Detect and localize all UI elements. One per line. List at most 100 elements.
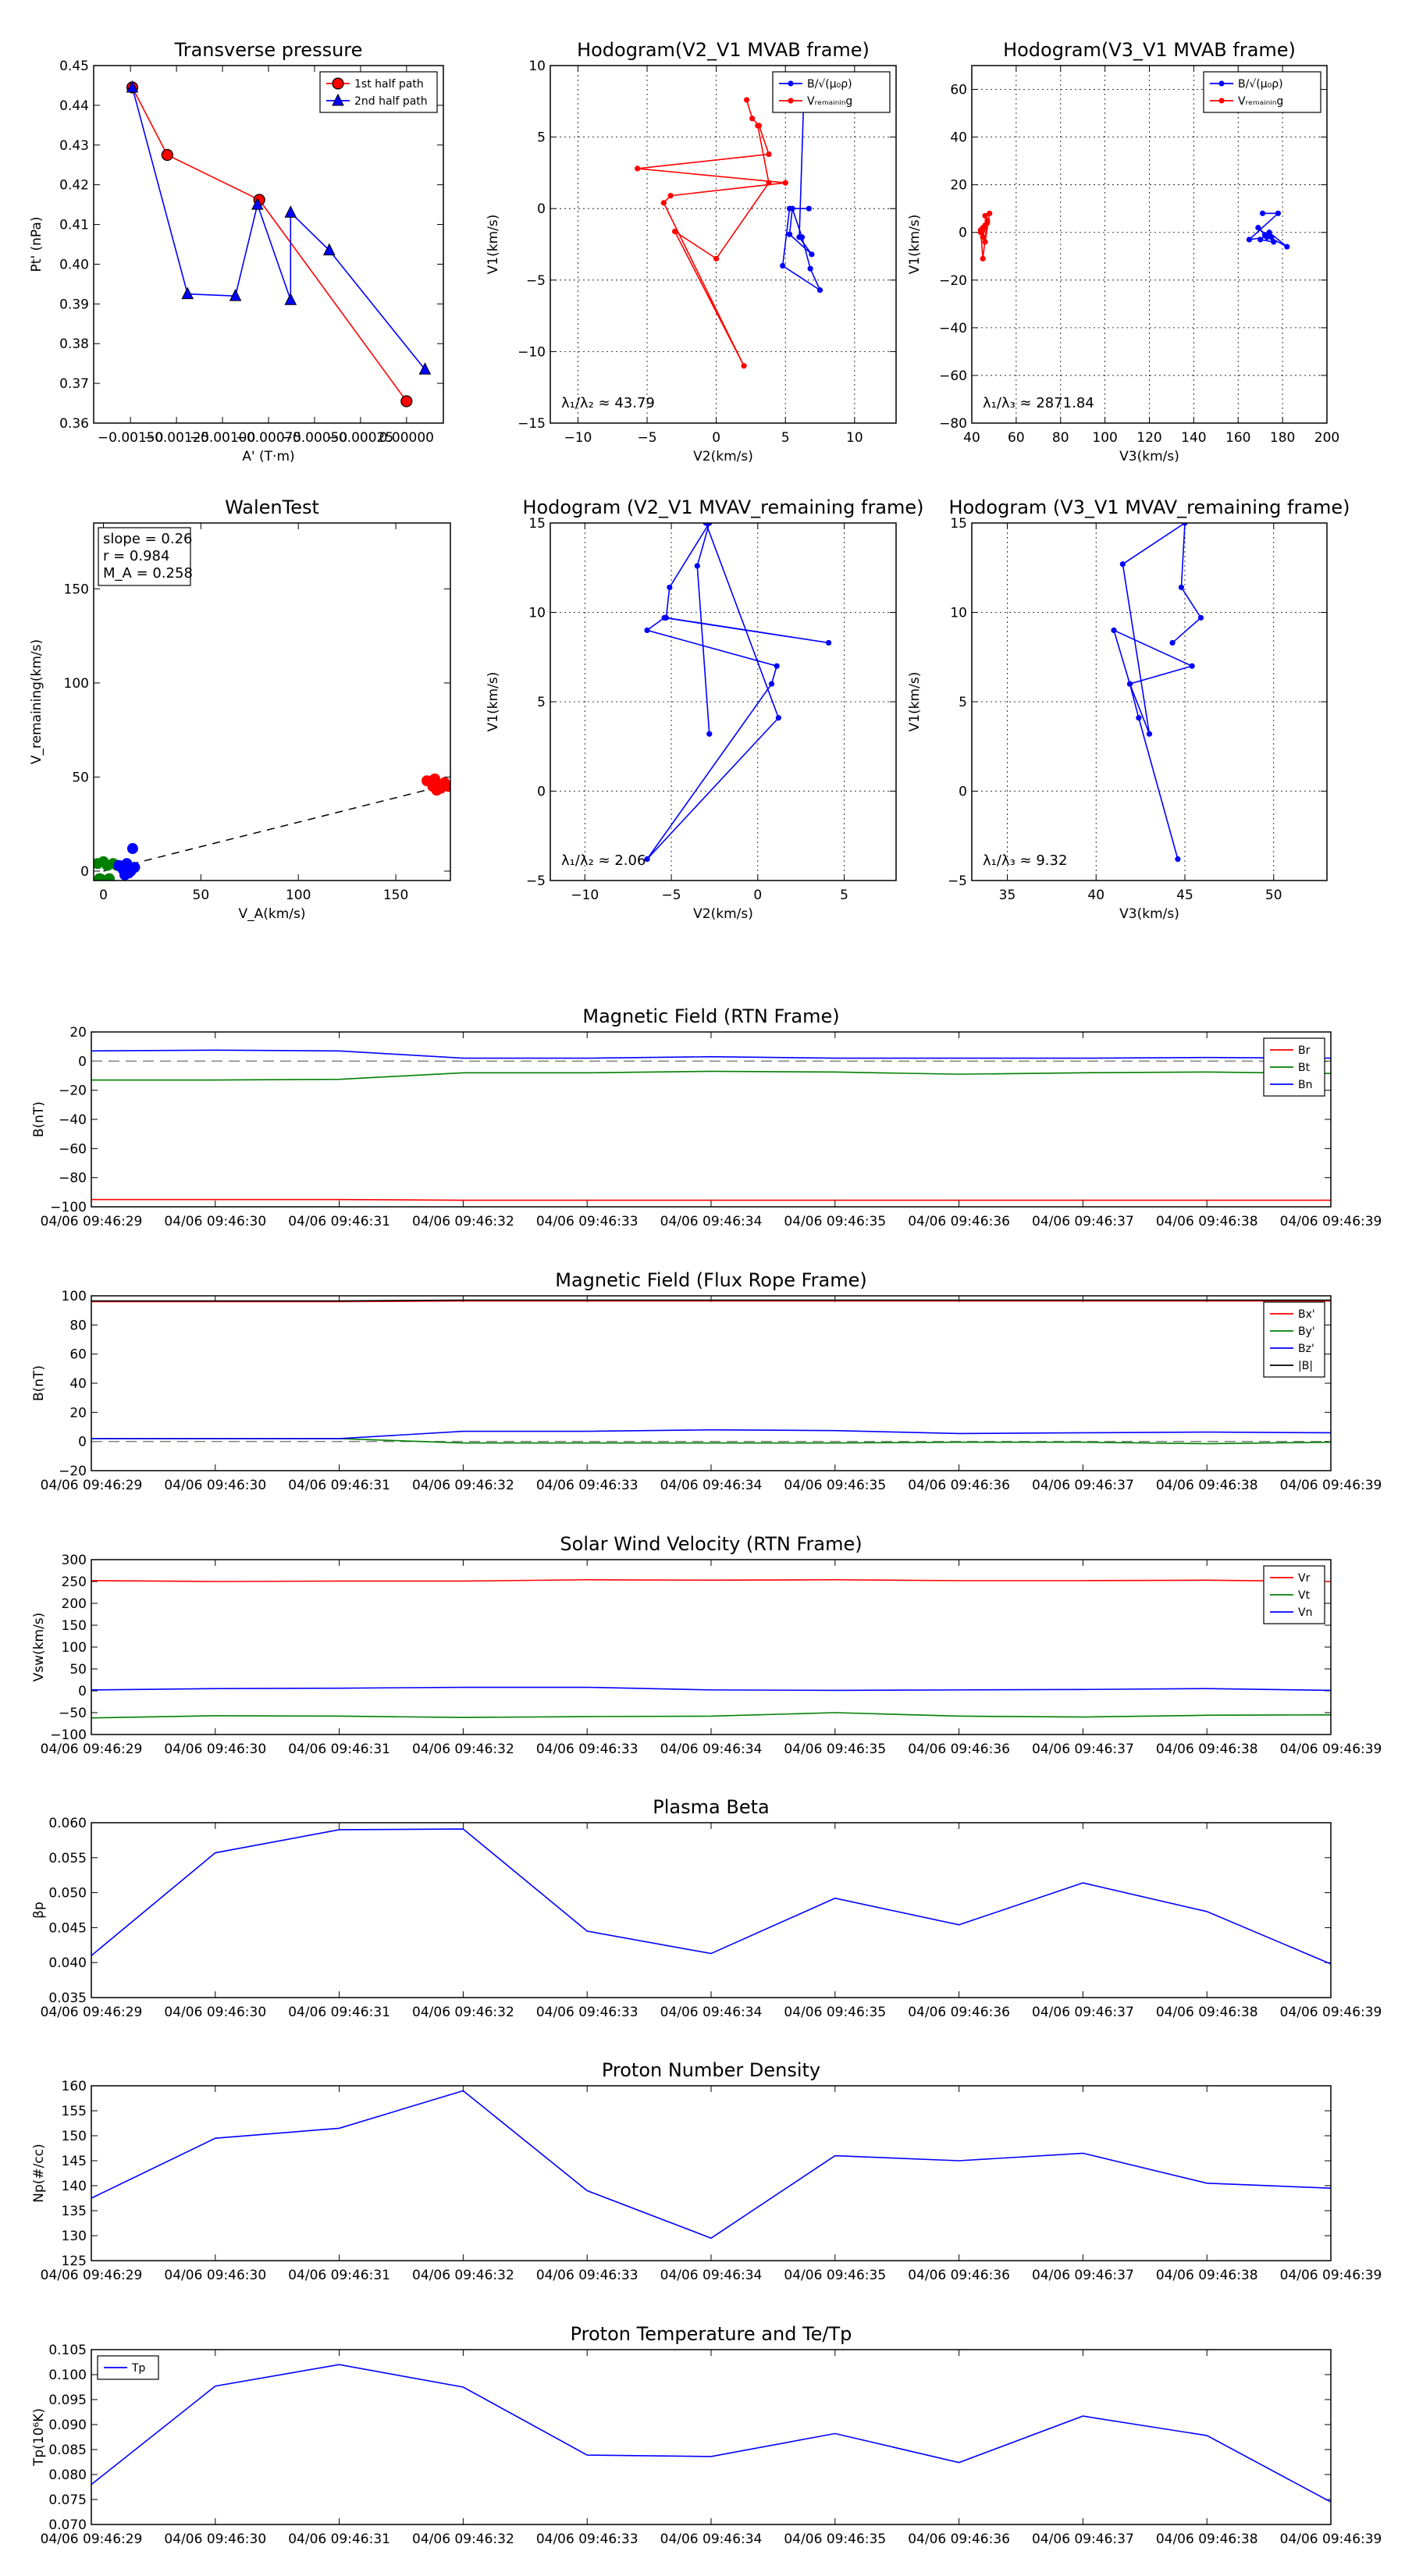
y-tick-label: 0.075 <box>48 2492 87 2508</box>
eigen-ratio-annotation: λ₁/λ₂ ≈ 43.79 <box>561 395 655 411</box>
x-tick-label: 200 <box>1314 430 1339 446</box>
y-tick-label: 40 <box>69 1376 87 1392</box>
series-line-B <box>781 91 822 292</box>
plot-area <box>91 1049 1331 1201</box>
y-tick-label: 135 <box>62 2204 87 2219</box>
data-point <box>977 227 984 233</box>
x-tick-label: 0 <box>99 888 108 903</box>
y-tick-label: −40 <box>939 321 967 336</box>
data-point <box>181 286 194 300</box>
x-tick-label: 160 <box>1225 430 1250 446</box>
legend-label: 2nd half path <box>354 95 428 108</box>
data-point <box>807 265 813 272</box>
plot-area <box>91 2090 1331 2240</box>
y-tick-label: 0.040 <box>48 1955 87 1971</box>
legend-box <box>772 71 891 113</box>
x-tick-label: 120 <box>1136 430 1161 446</box>
x-tick-label: 04/06 09:46:39 <box>1280 1742 1382 1757</box>
x-tick-label: 04/06 09:46:38 <box>1156 1742 1258 1757</box>
chart-plasma-beta: Plasma Beta βp 0.035 0.040 0.045 0.050 0.055 0.… <box>31 1796 1382 2020</box>
axes-frame <box>93 522 451 881</box>
legend-label: B/√(μ₀ρ) <box>807 78 852 91</box>
chart-title: Magnetic Field (RTN Frame) <box>582 1005 839 1027</box>
y-tick-label: 0.045 <box>48 1920 87 1936</box>
data-point <box>103 873 115 881</box>
data-point <box>982 212 988 219</box>
y-axis-label: βp <box>31 1902 47 1919</box>
y-tick-label: −20 <box>59 1464 87 1479</box>
axes-frame <box>91 1559 1332 1735</box>
data-point <box>323 243 336 256</box>
data-point <box>661 614 667 621</box>
x-tick-label: 5 <box>781 430 790 446</box>
axes-frame <box>91 1822 1332 1998</box>
data-point <box>1119 561 1126 568</box>
data-point <box>1261 232 1268 238</box>
y-tick-label: 145 <box>62 2154 87 2169</box>
x-tick-label: 04/06 09:46:33 <box>536 1742 638 1757</box>
chart-proton-temperature: Proton Temperature and Te/Tp Tp(10⁶K) 0.07… <box>31 2323 1382 2547</box>
data-point <box>982 239 988 245</box>
axes-frame <box>971 522 1328 881</box>
y-tick-label: 0 <box>78 1435 87 1450</box>
y-tick-label: 5 <box>959 695 967 710</box>
legend-marker <box>788 80 794 87</box>
y-tick-label: 0.060 <box>48 1816 87 1831</box>
y-tick-label: 0.090 <box>48 2418 87 2433</box>
y-axis-label: Np(#/cc) <box>31 2144 47 2202</box>
x-tick-label: 04/06 09:46:33 <box>536 1214 638 1229</box>
data-point <box>1257 237 1264 243</box>
y-axis-label: V1(km/s) <box>486 672 501 732</box>
x-tick-label: 04/06 09:46:32 <box>412 1742 514 1757</box>
legend-label: Tp <box>131 2362 146 2375</box>
y-tick-label: 40 <box>950 130 967 146</box>
x-tick-label: 04/06 09:46:30 <box>164 1478 266 1493</box>
legend-label: Vn <box>1298 1606 1312 1619</box>
y-tick-label: 0.44 <box>59 98 89 114</box>
data-point <box>980 234 986 240</box>
data-point <box>782 180 788 186</box>
data-point <box>1266 229 1272 236</box>
y-axis-label: V1(km/s) <box>907 215 923 275</box>
axes-frame <box>91 1295 1332 1471</box>
x-tick-label: 04/06 09:46:37 <box>1032 1742 1134 1757</box>
data-point <box>806 205 812 212</box>
y-tick-label: 0.080 <box>48 2467 87 2483</box>
y-tick-label: 0.39 <box>59 297 89 312</box>
y-tick-label: 15 <box>528 516 546 532</box>
y-tick-label: 20 <box>950 178 967 194</box>
y-tick-label: 0.40 <box>59 257 89 272</box>
series-line-Tp <box>91 2364 1331 2503</box>
legend-marker <box>332 77 344 90</box>
plot-area <box>91 1578 1331 1719</box>
chart-hodogram-v3v1-mvav: Hodogram (V3_V1 MVAV_remaining frame) V3(… <box>907 496 1350 922</box>
y-tick-label: 100 <box>62 1640 87 1656</box>
x-tick-label: 04/06 09:46:36 <box>908 2268 1010 2283</box>
x-tick-label: 5 <box>840 888 848 903</box>
axes-frame <box>550 522 897 881</box>
data-point <box>1197 614 1204 621</box>
data-point <box>1126 681 1133 687</box>
x-tick-label: 35 <box>999 888 1016 903</box>
data-point <box>768 681 775 687</box>
chart-title: Plasma Beta <box>653 1796 769 1818</box>
y-tick-label: −80 <box>59 1171 87 1187</box>
data-point <box>437 779 449 791</box>
data-point <box>982 222 988 229</box>
legend: Tp <box>97 2355 159 2380</box>
data-point <box>229 289 242 301</box>
x-tick-label: 04/06 09:46:34 <box>660 1478 763 1493</box>
y-tick-label: −40 <box>59 1112 87 1128</box>
legend-label: By' <box>1298 1325 1315 1338</box>
data-point <box>1136 715 1142 721</box>
legend-marker <box>1218 80 1225 87</box>
legend: Br Bt Bn <box>1263 1037 1325 1097</box>
x-tick-label: 180 <box>1270 430 1295 446</box>
legend-label: B/√(μ₀ρ) <box>1238 78 1283 91</box>
x-tick-label: 04/06 09:46:38 <box>1156 2005 1258 2020</box>
x-tick-label: 04/06 09:46:34 <box>660 1214 763 1229</box>
x-tick-label: 04/06 09:46:35 <box>784 2532 886 2547</box>
data-point <box>1146 731 1153 737</box>
y-axis-label: V1(km/s) <box>486 215 501 275</box>
plot-area <box>635 88 823 369</box>
